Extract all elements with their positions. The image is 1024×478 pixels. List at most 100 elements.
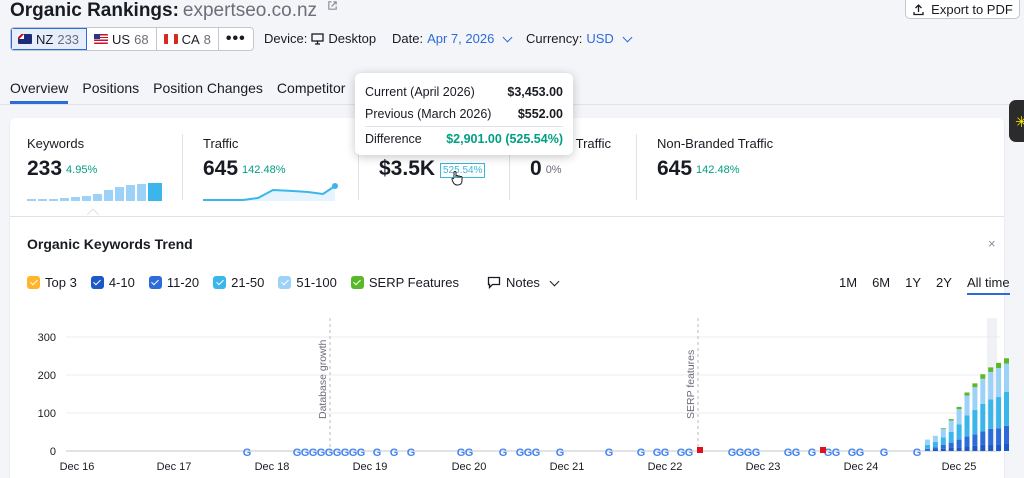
google-update-icon: G	[685, 447, 694, 459]
close-icon[interactable]: ×	[988, 236, 996, 251]
legend-51-100[interactable]: 51-100	[278, 275, 337, 290]
bar-segment	[996, 428, 1002, 445]
device-filter[interactable]: Device: Desktop	[264, 31, 376, 46]
tab-positions[interactable]: Positions	[82, 80, 140, 96]
range-1m[interactable]: 1M	[839, 275, 858, 290]
bar-segment	[925, 448, 930, 451]
legend-serp-features[interactable]: SERP Features	[350, 275, 459, 290]
selected-metric-caret	[87, 208, 99, 215]
traffic-cost-delta-badge[interactable]: 525.54%	[440, 163, 486, 178]
traffic-cost-tooltip: Current (April 2026) $3,453.00 Previous (…	[355, 73, 573, 155]
bar-segment	[1004, 358, 1009, 364]
bar-segment	[964, 446, 970, 451]
google-update-icon: G	[736, 447, 745, 459]
domain-name[interactable]: expertseo.co.nz	[182, 0, 318, 21]
us-flag-icon	[94, 34, 109, 44]
db-tab-nz[interactable]: NZ 233	[11, 28, 88, 50]
checkbox-icon	[148, 276, 162, 289]
tab-competitors[interactable]: Competitor	[276, 80, 346, 96]
checkbox-icon	[90, 276, 104, 289]
metric-traffic-cost[interactable]: $3.5K	[379, 136, 435, 181]
google-update-icon: G	[349, 447, 358, 459]
checkbox-icon	[27, 276, 40, 289]
bar-segment	[996, 368, 1002, 398]
google-update-icon: G	[728, 447, 737, 459]
tab-overview[interactable]: Overview	[10, 80, 69, 104]
currency-filter[interactable]: Currency: USD	[526, 31, 633, 46]
bar-segment	[948, 442, 954, 448]
bar-segment	[980, 403, 986, 432]
bar-segment	[940, 444, 946, 449]
legend-4-10[interactable]: 4-10	[90, 275, 135, 290]
tab-position-changes[interactable]: Position Changes	[153, 80, 263, 96]
metric-keywords[interactable]: Keywords 233 4.95%	[27, 136, 97, 181]
bar-segment	[956, 424, 962, 440]
bar-segment	[1004, 363, 1009, 392]
google-update-icon: G	[752, 447, 761, 459]
metric-delta: 0%	[545, 164, 562, 176]
range-6m[interactable]: 6M	[872, 275, 891, 290]
time-range-selector: 1M 6M 1Y 2Y All time	[839, 275, 1010, 295]
bar-segment	[988, 428, 994, 445]
external-link-icon[interactable]	[327, 0, 338, 11]
bar-segment	[956, 409, 962, 425]
range-1y[interactable]: 1Y	[905, 275, 922, 290]
bar-segment	[980, 431, 986, 445]
bar-segment	[956, 406, 962, 410]
metric-value: 0	[530, 157, 542, 180]
range-all-time[interactable]: All time	[966, 275, 1010, 295]
x-tick-label: Dec 17	[157, 461, 192, 473]
bar-segment	[940, 437, 946, 445]
metric-label: d Traffic	[565, 136, 612, 151]
upload-icon	[913, 3, 924, 15]
y-tick-label: 200	[38, 370, 56, 382]
bar-segment	[940, 448, 946, 451]
legend-11-20[interactable]: 11-20	[148, 275, 199, 290]
bar-segment	[996, 444, 1002, 451]
notes-label: Notes	[505, 275, 540, 290]
legend-21-50[interactable]: 21-50	[213, 275, 264, 290]
range-2y[interactable]: 2Y	[936, 275, 952, 290]
google-update-icon: G	[499, 447, 508, 459]
google-update-icon: G	[325, 447, 334, 459]
bar-segment	[925, 450, 930, 451]
metric-traffic[interactable]: Traffic 645 142.48%	[203, 136, 285, 181]
bar-segment	[964, 436, 970, 447]
google-update-icon: G	[832, 447, 841, 459]
bar-segment	[988, 399, 994, 429]
overview-card	[10, 118, 1004, 478]
google-update-icon: G	[341, 447, 350, 459]
notes-icon	[487, 276, 501, 289]
bar-segment	[940, 428, 946, 429]
x-tick-label: Dec 20	[452, 461, 487, 473]
bar-segment	[932, 435, 938, 442]
x-tick-label: Dec 22	[648, 461, 683, 473]
chart-bars	[925, 318, 1009, 451]
metric-branded-traffic[interactable]: d Traffic 0 0%	[530, 136, 611, 181]
tooltip-difference-pct: (525.54%)	[505, 132, 563, 146]
google-update-icon: G	[457, 447, 466, 459]
google-update-icon: G	[532, 447, 541, 459]
side-assistant-widget[interactable]: ✳	[1009, 100, 1024, 142]
google-update-icon: G	[301, 447, 310, 459]
currency-value: USD	[586, 31, 614, 46]
bar-segment	[940, 428, 946, 438]
export-pdf-button[interactable]: Export to PDF	[905, 0, 1020, 19]
notes-dropdown[interactable]: Notes	[487, 275, 560, 290]
bar-segment	[972, 383, 978, 388]
google-update-icon: G	[605, 447, 614, 459]
db-tab-us[interactable]: US 68	[87, 28, 157, 50]
bar-segment	[1004, 391, 1009, 426]
metric-label: Non-Branded Traffic	[657, 136, 774, 151]
bar-segment	[948, 420, 954, 432]
currency-label: Currency:	[526, 31, 583, 46]
date-filter[interactable]: Date: Apr 7, 2026	[392, 31, 513, 46]
db-tab-ca[interactable]: CA 8	[157, 28, 219, 50]
more-databases-button[interactable]: •••	[225, 30, 246, 47]
legend-top3[interactable]: Top 3	[27, 275, 77, 290]
bar-segment	[948, 432, 954, 443]
export-pdf-label: Export to PDF	[931, 1, 1013, 17]
metric-non-branded-traffic[interactable]: Non-Branded Traffic 645 142.48%	[657, 136, 773, 181]
bar-segment	[964, 395, 970, 416]
